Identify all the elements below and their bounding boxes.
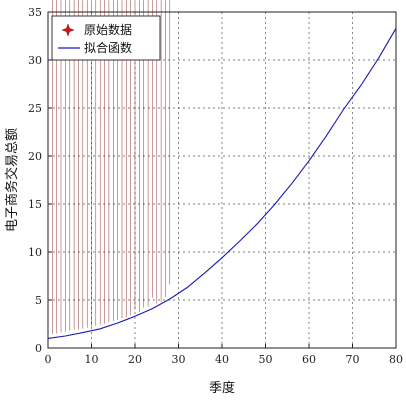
legend-box	[51, 15, 161, 61]
ticks: 0 10 20 30 40 50 60 70 80 0 5 10 15 20 25 30 35	[28, 6, 403, 366]
x-tick-label: 50	[259, 353, 273, 366]
legend-label-fit-line: 拟合函数	[84, 40, 132, 55]
x-tick-label: 20	[128, 353, 142, 366]
legend-marker-raw-data-icon	[61, 23, 75, 37]
y-tick-label: 20	[28, 150, 42, 163]
x-tick-label: 40	[215, 353, 229, 366]
x-tick-label: 60	[302, 353, 316, 366]
y-tick-label: 25	[28, 102, 42, 115]
plot-border	[47, 11, 397, 349]
y-tick-label: 0	[35, 342, 42, 355]
x-tick-label: 10	[85, 353, 99, 366]
x-tick-label: 70	[346, 353, 360, 366]
x-tick-label: 0	[45, 353, 52, 366]
x-tick-label: 80	[389, 353, 403, 366]
y-tick-label: 10	[28, 246, 42, 259]
legend-label-raw-data: 原始数据	[84, 22, 132, 37]
x-axis-title: 季度	[209, 380, 235, 396]
y-tick-label: 5	[35, 294, 42, 307]
fit-curve	[47, 28, 397, 339]
fit-layer	[47, 28, 397, 339]
y-axis-title: 电子商务交易总额	[4, 128, 20, 232]
x-tick-label: 30	[172, 353, 186, 366]
y-tick-label: 35	[28, 6, 42, 19]
legend: 原始数据 拟合函数	[51, 15, 161, 61]
y-tick-label: 15	[28, 198, 42, 211]
y-tick-label: 30	[28, 54, 42, 67]
